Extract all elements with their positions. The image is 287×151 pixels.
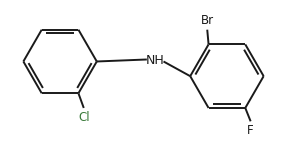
Text: NH: NH [146, 54, 164, 67]
Text: F: F [247, 124, 254, 137]
Text: Cl: Cl [78, 111, 90, 124]
Text: Br: Br [201, 14, 214, 27]
